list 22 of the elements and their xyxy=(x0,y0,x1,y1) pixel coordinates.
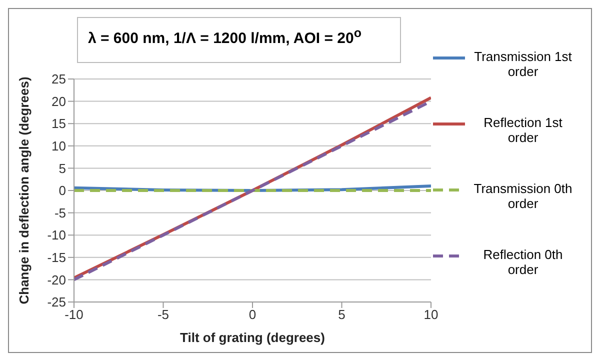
y-axis-title: Change in deflection angle (degrees) xyxy=(16,76,32,304)
legend-label: Reflection 1st order xyxy=(482,114,564,144)
x-tick-label: 0 xyxy=(248,307,256,322)
y-tick-label: -20 xyxy=(47,272,66,288)
chart-title: λ = 600 nm, 1/Λ = 1200 l/mm, AOI = 20$^{o}$ xyxy=(77,17,401,63)
y-tick-label: -5 xyxy=(54,205,66,220)
y-tick-label: 25 xyxy=(52,72,66,87)
legend-label: Reflection 0th order xyxy=(482,246,564,276)
y-tick-label: 5 xyxy=(58,160,66,176)
y-tick-label: 0 xyxy=(58,183,66,198)
y-tick-label: 20 xyxy=(52,94,66,109)
legend-label: Transmission 0th order xyxy=(473,180,573,210)
x-tick-label: -5 xyxy=(157,307,170,322)
y-tick-label: -10 xyxy=(47,228,66,243)
x-tick-label: 5 xyxy=(338,307,346,322)
y-tick-label: -15 xyxy=(47,250,66,266)
y-tick-label: 10 xyxy=(52,138,66,154)
y-tick-label: -25 xyxy=(47,294,66,310)
legend-label: Transmission 1st order xyxy=(473,48,573,78)
y-tick-label: 15 xyxy=(52,116,66,132)
x-tick-label: 10 xyxy=(424,307,438,322)
x-axis-title: Tilt of grating (degrees) xyxy=(180,330,325,345)
